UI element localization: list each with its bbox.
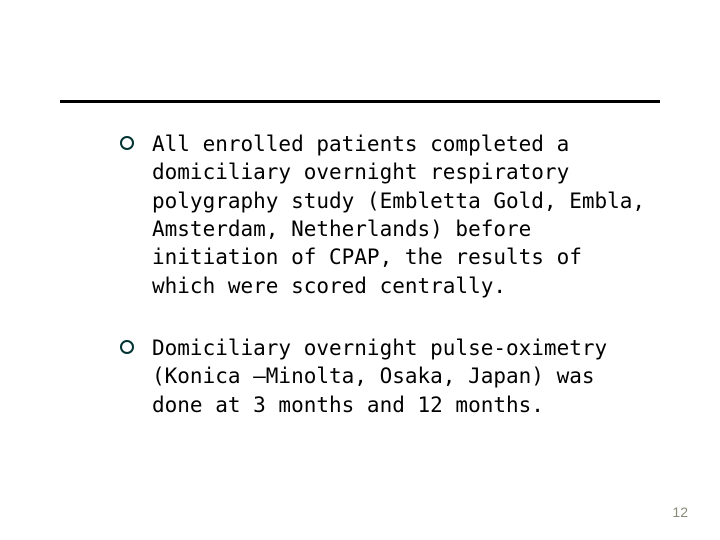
content-area: All enrolled patients completed a domici… [120,130,650,453]
circle-bullet-icon [120,136,134,150]
list-item: All enrolled patients completed a domici… [120,130,650,300]
list-item: Domiciliary overnight pulse-oximetry (Ko… [120,334,650,419]
page-number: 12 [672,504,688,520]
horizontal-rule [60,100,660,103]
bullet-text: Domiciliary overnight pulse-oximetry (Ko… [152,334,650,419]
slide: All enrolled patients completed a domici… [0,0,720,540]
bullet-text: All enrolled patients completed a domici… [152,130,650,300]
circle-bullet-icon [120,340,134,354]
